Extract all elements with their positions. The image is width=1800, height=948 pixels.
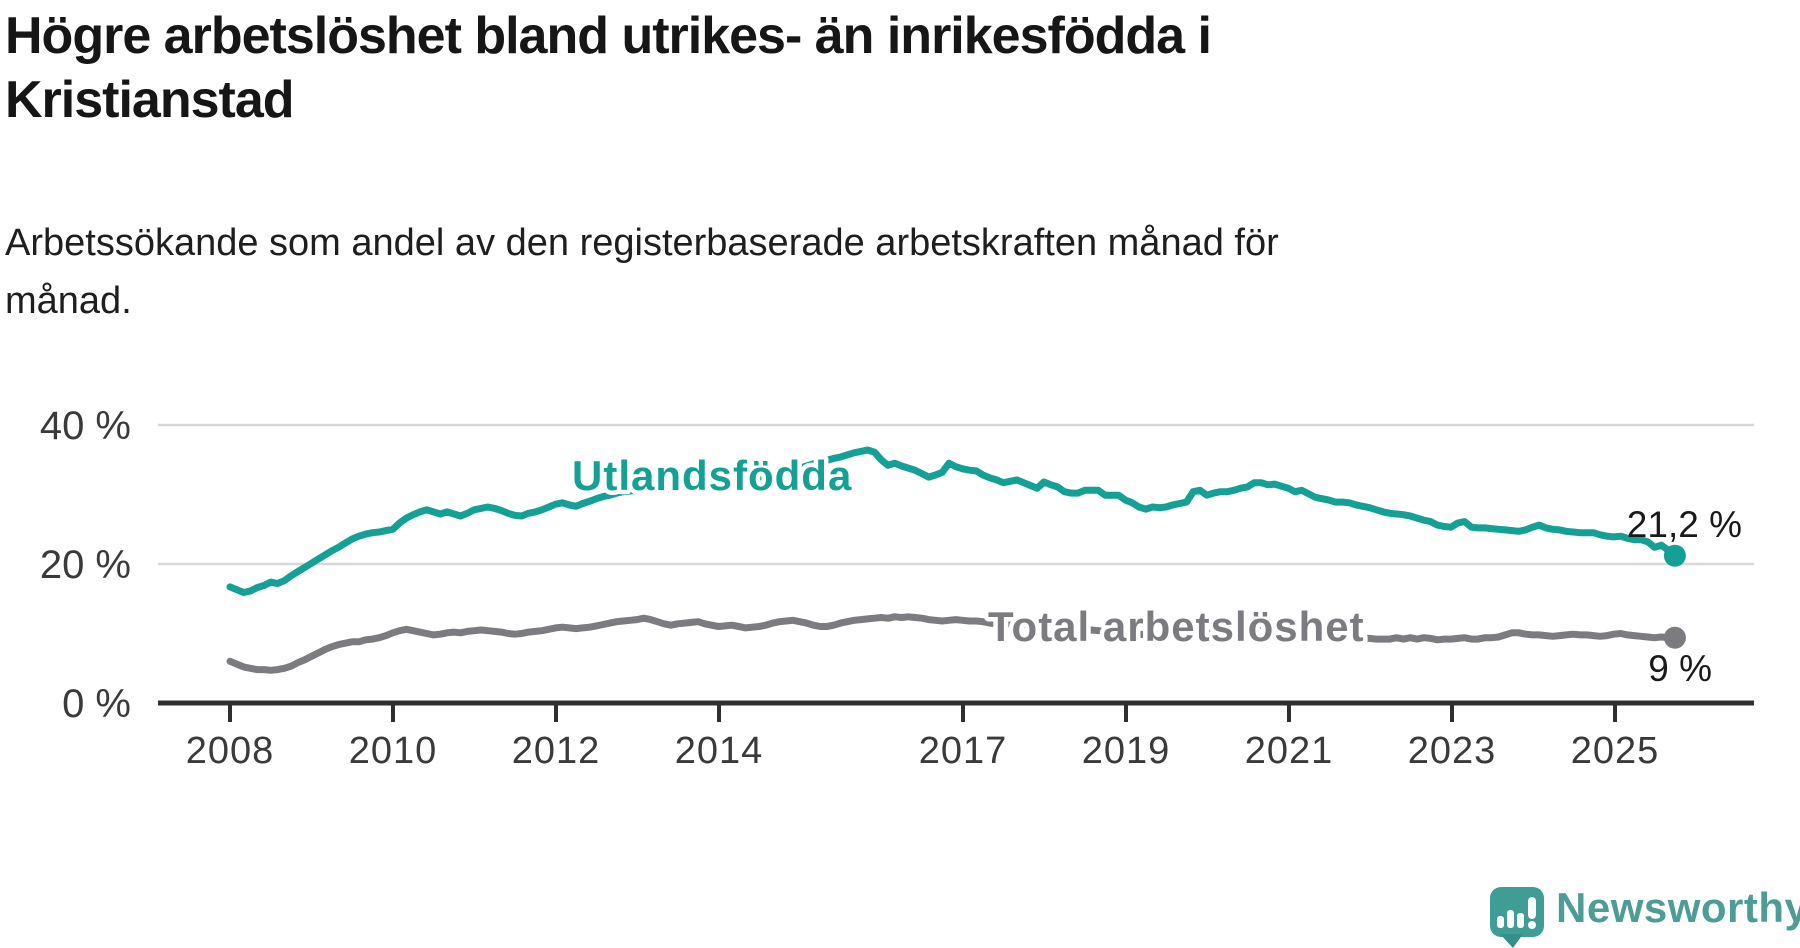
y-tick-label-0: 0 %: [62, 682, 131, 726]
logo-bar-chart-icon: [1497, 897, 1536, 929]
x-tick-label-2008: 2008: [186, 730, 275, 772]
end-value-label-total: 9 %: [1648, 648, 1712, 689]
total-arbetsloshet-end-dot: [1663, 626, 1686, 649]
logo-exclamation-bar: [1528, 897, 1536, 919]
y-tick-label-40: 40 %: [40, 404, 131, 448]
end-value-label-utlandsfodda: 21,2 %: [1627, 504, 1742, 545]
page-title: Högre arbetslöshet bland utrikes- än inr…: [5, 4, 1505, 132]
logo-bubble-tail: [1500, 934, 1523, 948]
x-tick-label-2012: 2012: [512, 730, 601, 772]
subtitle-line-2: månad.: [5, 280, 132, 322]
chart-subtitle: Arbetssökande som andel av den registerb…: [5, 214, 1505, 330]
x-tick-label-2017: 2017: [919, 730, 1008, 772]
subtitle-line-1: Arbetssökande som andel av den registerb…: [5, 222, 1279, 264]
series-label-utlandsfodda: Utlandsfödda: [572, 452, 852, 499]
x-tick-label-2014: 2014: [675, 730, 764, 772]
x-tick-label-2019: 2019: [1082, 730, 1171, 772]
logo-exclamation-dot: [1528, 921, 1536, 929]
newsworthy-logo: Newsworthy: [1490, 884, 1800, 948]
title-line-2: Kristianstad: [5, 71, 295, 129]
title-line-1: Högre arbetslöshet bland utrikes- än inr…: [5, 7, 1212, 65]
y-tick-label-20: 20 %: [40, 543, 131, 587]
total-arbetsloshet-line: [226, 613, 1679, 674]
x-tick-label-2021: 2021: [1245, 730, 1334, 772]
x-tick-label-2010: 2010: [349, 730, 438, 772]
series-label-total-arbetsloshet: Total arbetslöshet: [988, 603, 1365, 650]
utlandsfodda-end-dot: [1663, 544, 1686, 567]
logo-wordmark: Newsworthy: [1556, 884, 1800, 931]
x-tick-label-2023: 2023: [1408, 730, 1497, 772]
x-tick-label-2025: 2025: [1571, 730, 1660, 772]
utlandsfodda-line: [226, 446, 1679, 596]
